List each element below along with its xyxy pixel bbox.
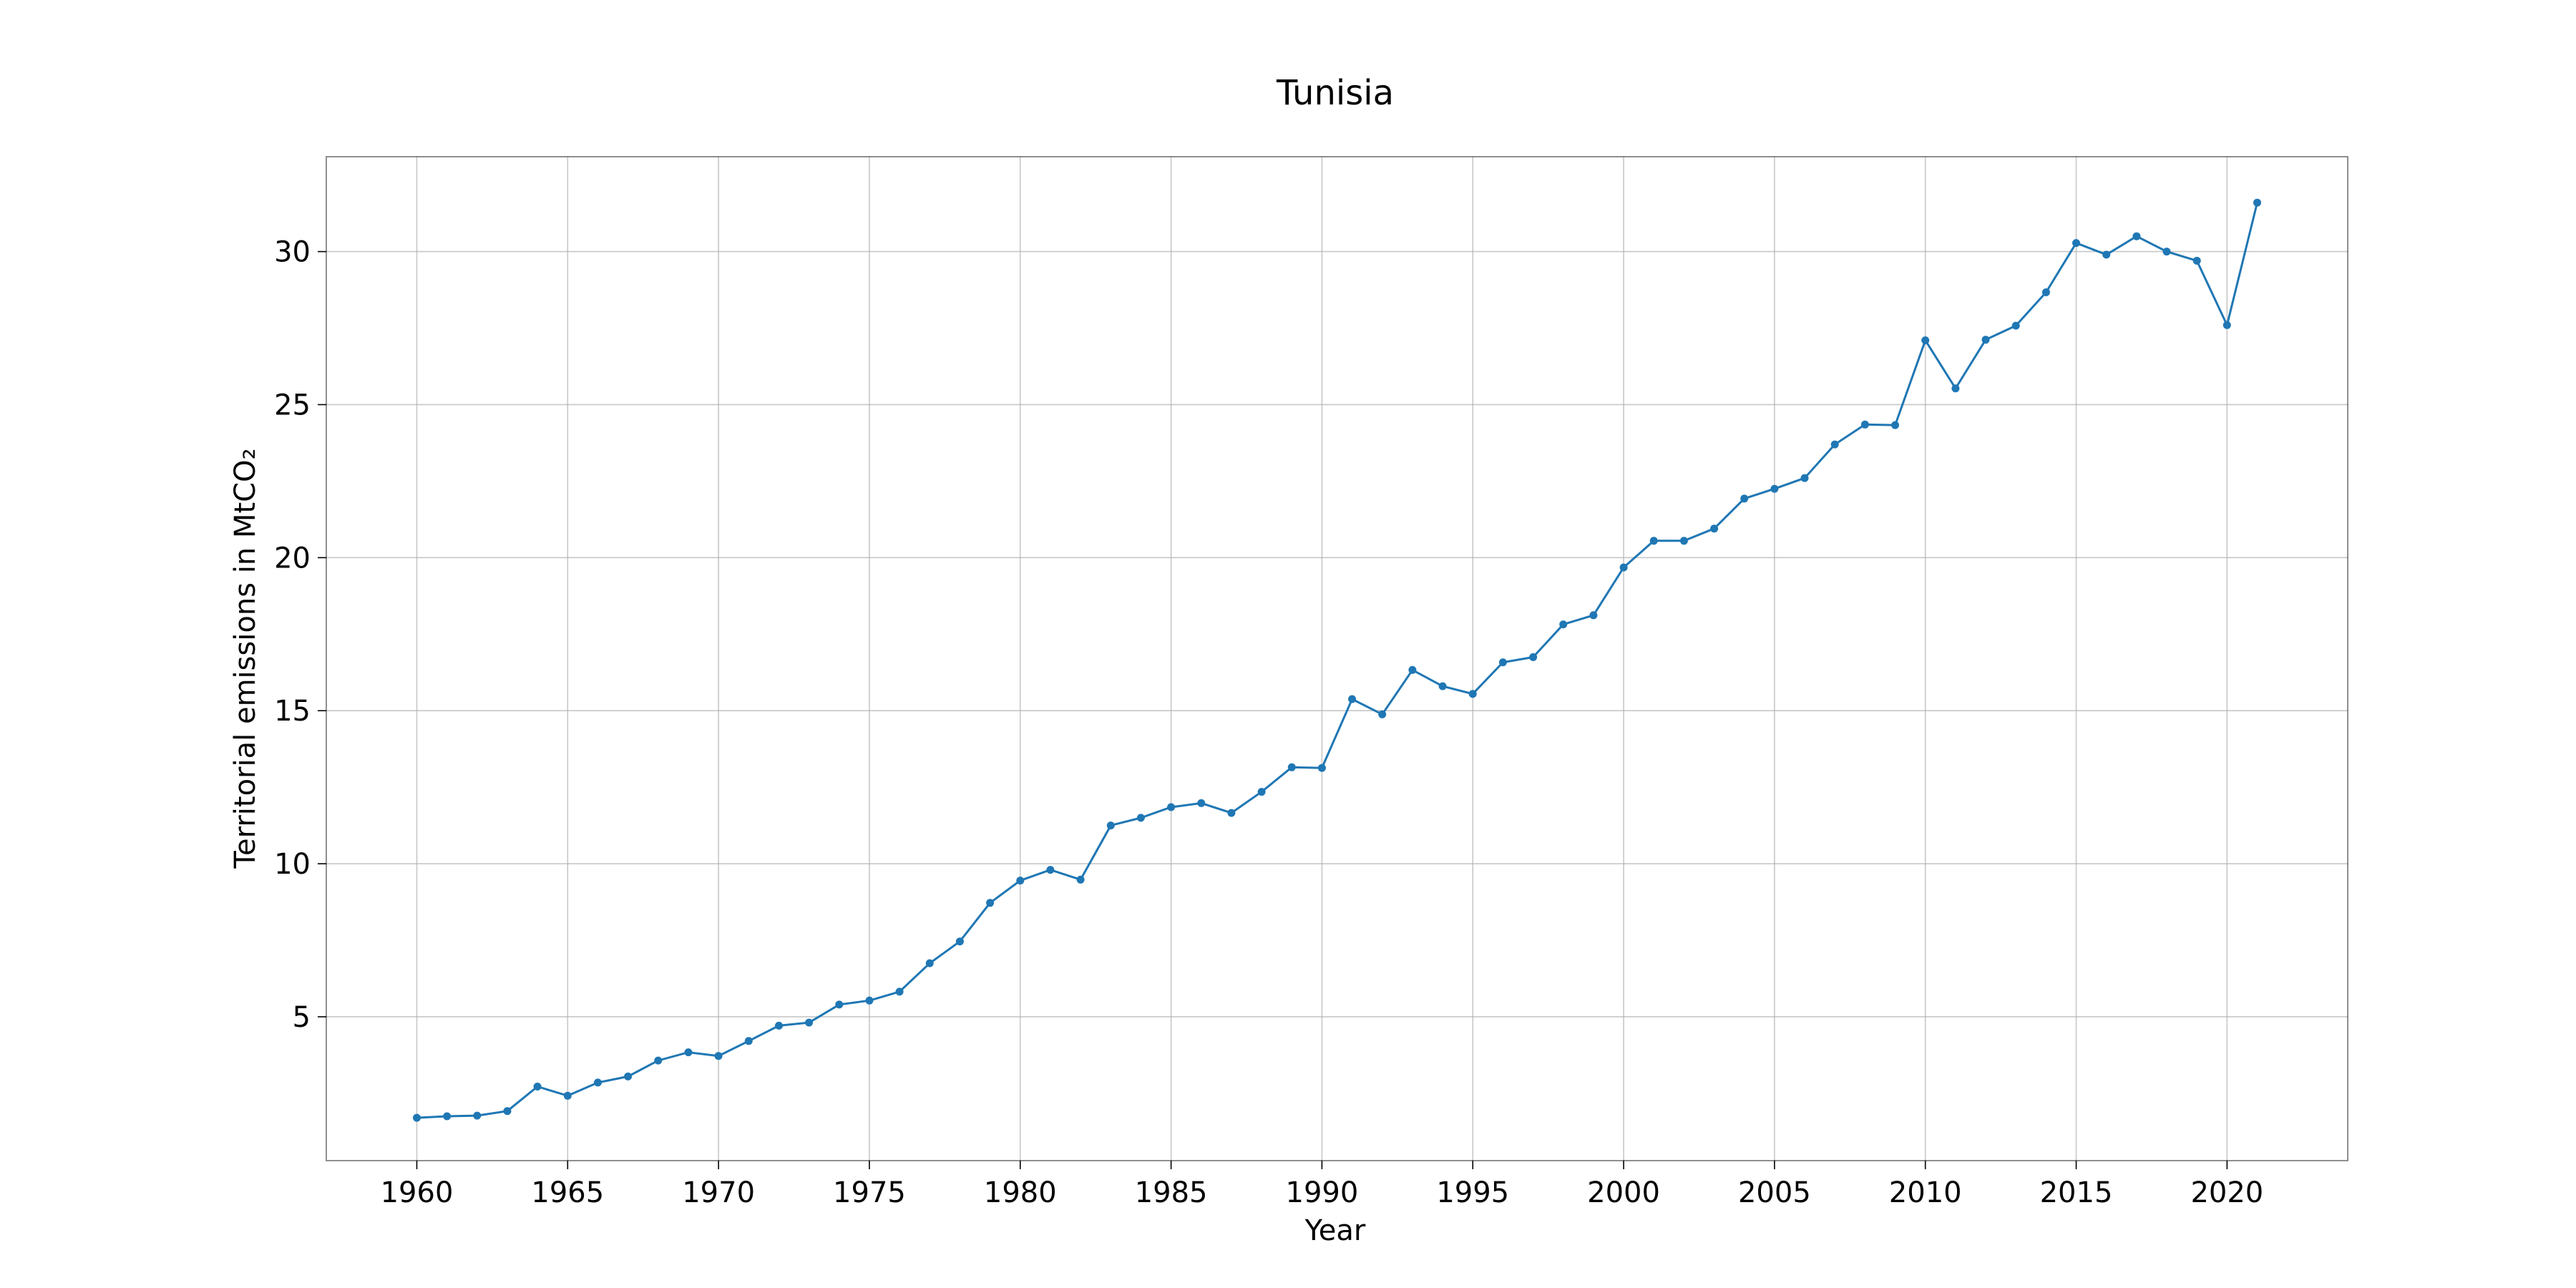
data-point: [955, 937, 964, 946]
data-point: [1951, 384, 1960, 393]
data-point: [1981, 336, 1990, 344]
data-point: [865, 996, 874, 1005]
x-axis: 1960 1965 1970 1975 1980 1985 1990 1995 2000 2005…: [381, 1161, 2263, 1209]
data-point: [2041, 288, 2050, 296]
data-point: [594, 1078, 602, 1087]
data-point: [443, 1112, 452, 1121]
x-tick-label: 1995: [1436, 1176, 1509, 1209]
series-line: [416, 202, 2258, 1119]
data-point: [805, 1018, 814, 1027]
plot-frame: [326, 156, 2348, 1161]
y-tick-label: 15: [274, 695, 311, 728]
x-tick-label: 1965: [531, 1176, 604, 1209]
data-point: [1740, 494, 1749, 503]
data-point: [1408, 665, 1417, 674]
data-point: [1257, 788, 1266, 796]
data-point: [895, 987, 904, 996]
data-point: [533, 1083, 542, 1091]
x-tick-label: 1970: [682, 1176, 755, 1209]
data-point: [1891, 421, 1899, 429]
data-point: [1076, 875, 1085, 884]
data-point: [1860, 420, 1869, 429]
y-tick-label: 20: [274, 542, 311, 575]
y-axis-label: Territorial emissions in MtCO₂: [229, 448, 262, 869]
data-point: [1287, 763, 1296, 771]
data-point: [1106, 821, 1115, 830]
x-tick-label: 2000: [1587, 1176, 1660, 1209]
x-tick-label: 1980: [984, 1176, 1057, 1209]
data-point: [1770, 484, 1779, 493]
x-tick-label: 1985: [1135, 1176, 1208, 1209]
data-point: [1227, 809, 1236, 817]
data-point: [925, 959, 934, 967]
y-tick-label: 25: [274, 389, 311, 421]
x-tick-label: 1990: [1286, 1176, 1359, 1209]
chart-title: Tunisia: [1276, 73, 1394, 113]
data-point: [1710, 525, 1719, 533]
data-point: [473, 1111, 482, 1120]
data-point: [2102, 250, 2111, 259]
data-point: [2011, 321, 2020, 330]
data-point: [1589, 611, 1598, 620]
data-point: [1921, 336, 1930, 345]
data-points: [413, 198, 2261, 1122]
data-point: [1378, 710, 1387, 718]
x-tick-label: 2010: [1889, 1176, 1962, 1209]
x-axis-label: Year: [1304, 1214, 1366, 1247]
data-point: [1679, 537, 1688, 545]
data-point: [1800, 474, 1809, 482]
x-tick-label: 1960: [381, 1176, 454, 1209]
data-point: [1619, 563, 1628, 572]
data-point: [1559, 620, 1568, 629]
data-point: [503, 1107, 512, 1116]
data-point: [1438, 682, 1447, 691]
data-point: [624, 1072, 633, 1080]
data-point: [1498, 658, 1507, 667]
data-point: [986, 899, 995, 907]
data-point: [775, 1021, 783, 1030]
data-point: [2223, 321, 2231, 329]
y-tick-label: 30: [274, 236, 311, 269]
y-tick-label: 10: [274, 848, 311, 881]
data-point: [2192, 256, 2201, 265]
data-point: [2072, 239, 2080, 248]
data-point: [1649, 537, 1658, 545]
data-point: [1317, 763, 1326, 772]
x-tick-label: 1975: [833, 1176, 906, 1209]
data-point: [1529, 653, 1538, 661]
data-point: [2132, 232, 2141, 240]
y-tick-label: 5: [293, 1001, 311, 1034]
data-point: [2253, 198, 2261, 207]
data-point: [714, 1052, 723, 1060]
data-point: [1197, 799, 1206, 807]
data-point: [413, 1113, 421, 1122]
data-point: [1468, 690, 1477, 698]
data-point: [654, 1056, 663, 1065]
data-point: [1046, 866, 1055, 874]
data-point: [563, 1091, 572, 1100]
data-point: [684, 1048, 693, 1057]
grid: [326, 157, 2348, 1161]
data-point: [1136, 814, 1145, 822]
data-point: [835, 1000, 844, 1009]
data-point: [744, 1037, 753, 1045]
data-point: [1348, 695, 1357, 703]
data-point: [2162, 248, 2171, 256]
x-tick-label: 2005: [1738, 1176, 1811, 1209]
data-point: [1167, 803, 1176, 811]
x-tick-label: 2020: [2190, 1176, 2263, 1209]
data-point: [1016, 877, 1025, 885]
data-point: [1830, 440, 1839, 449]
x-tick-label: 2015: [2040, 1176, 2113, 1209]
y-axis: 5 10 15 20 25 30: [274, 236, 326, 1034]
